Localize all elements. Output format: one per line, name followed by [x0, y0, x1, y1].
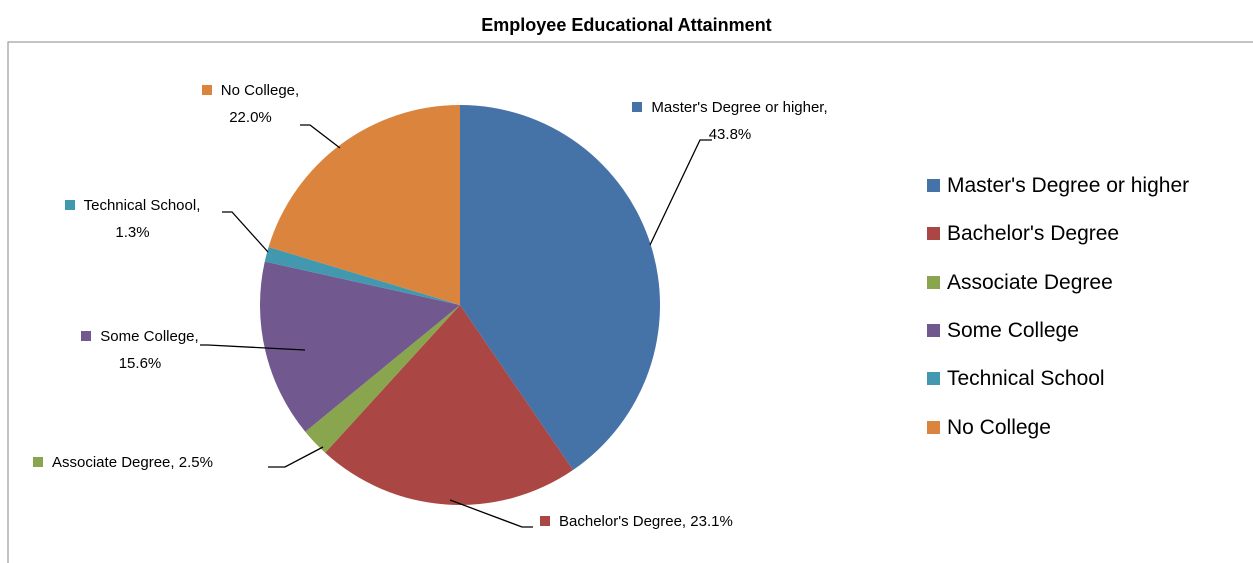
data-label-text: Technical School, 1.3%: [83, 197, 201, 241]
pie-slice: [305, 305, 460, 453]
label-swatch: [927, 275, 940, 289]
data-label: Bachelor's Degree, 23.1%: [540, 508, 810, 535]
pie-slice: [268, 105, 460, 305]
legend-item: Some College: [927, 319, 1079, 343]
legend-label: Technical School: [947, 367, 1105, 391]
data-label: No College, 22.0%: [188, 77, 313, 131]
label-swatch: [64, 200, 75, 210]
data-label-text: No College, 22.0%: [220, 82, 300, 126]
legend-label: No College: [947, 415, 1051, 439]
label-swatch: [540, 516, 550, 526]
data-label-text: Some College, 15.6%: [100, 328, 199, 372]
data-label-text: Bachelor's Degree, 23.1%: [559, 513, 733, 530]
label-swatch: [201, 85, 212, 95]
label-swatch: [33, 457, 43, 467]
pie-slice: [260, 261, 460, 432]
pie-slice: [460, 105, 660, 471]
label-swatch: [81, 331, 92, 341]
legend-label: Associate Degree: [947, 270, 1113, 294]
legend-item: Bachelor's Degree: [927, 222, 1119, 246]
legend-label: Some College: [947, 318, 1079, 342]
legend-item: Technical School: [927, 367, 1105, 391]
legend-label: Bachelor's Degree: [947, 222, 1120, 246]
chart-border: [7, 41, 1253, 563]
label-swatch: [927, 372, 940, 386]
legend-item: No College: [927, 416, 1051, 440]
label-swatch: [632, 102, 643, 112]
label-swatch: [927, 179, 940, 192]
data-label-text: Associate Degree, 2.5%: [52, 454, 213, 471]
legend-label: Master's Degree or higher: [947, 174, 1190, 197]
data-label: Master's Degree or higher, 43.8%: [600, 94, 860, 148]
data-label: Associate Degree, 2.5%: [33, 449, 273, 476]
data-label: Technical School, 1.3%: [40, 192, 225, 246]
leader-lines: [200, 124, 712, 528]
label-swatch: [927, 323, 940, 337]
pie-slice: [264, 246, 460, 305]
label-swatch: [927, 420, 940, 434]
legend-item: Associate Degree: [927, 271, 1113, 295]
pie-slice: [325, 305, 574, 505]
legend-item: Master's Degree or higher: [927, 174, 1189, 198]
data-label-text: Master's Degree or higher, 43.8%: [651, 99, 828, 143]
label-swatch: [927, 227, 940, 241]
chart-title: Employee Educational Attainment: [481, 15, 772, 35]
data-label: Some College, 15.6%: [45, 323, 235, 377]
